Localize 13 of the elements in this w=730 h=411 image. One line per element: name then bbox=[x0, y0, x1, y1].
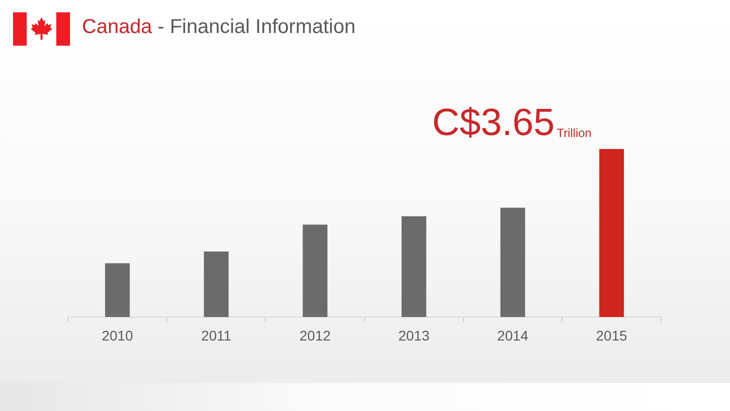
bar bbox=[402, 216, 426, 317]
x-tick-label: 2010 bbox=[102, 327, 134, 344]
x-tick-label: 2015 bbox=[596, 327, 628, 344]
bar bbox=[500, 208, 526, 317]
x-tick-label: 2011 bbox=[201, 327, 232, 344]
bar bbox=[302, 224, 328, 317]
bar bbox=[105, 263, 130, 317]
x-tick-label: 2012 bbox=[300, 327, 331, 344]
bar bbox=[204, 251, 229, 317]
bar bbox=[599, 149, 624, 317]
x-tick-label: 2014 bbox=[497, 327, 529, 344]
x-tick-label: 2013 bbox=[398, 327, 430, 344]
chart-title: Canada - Financial Information bbox=[82, 16, 356, 38]
